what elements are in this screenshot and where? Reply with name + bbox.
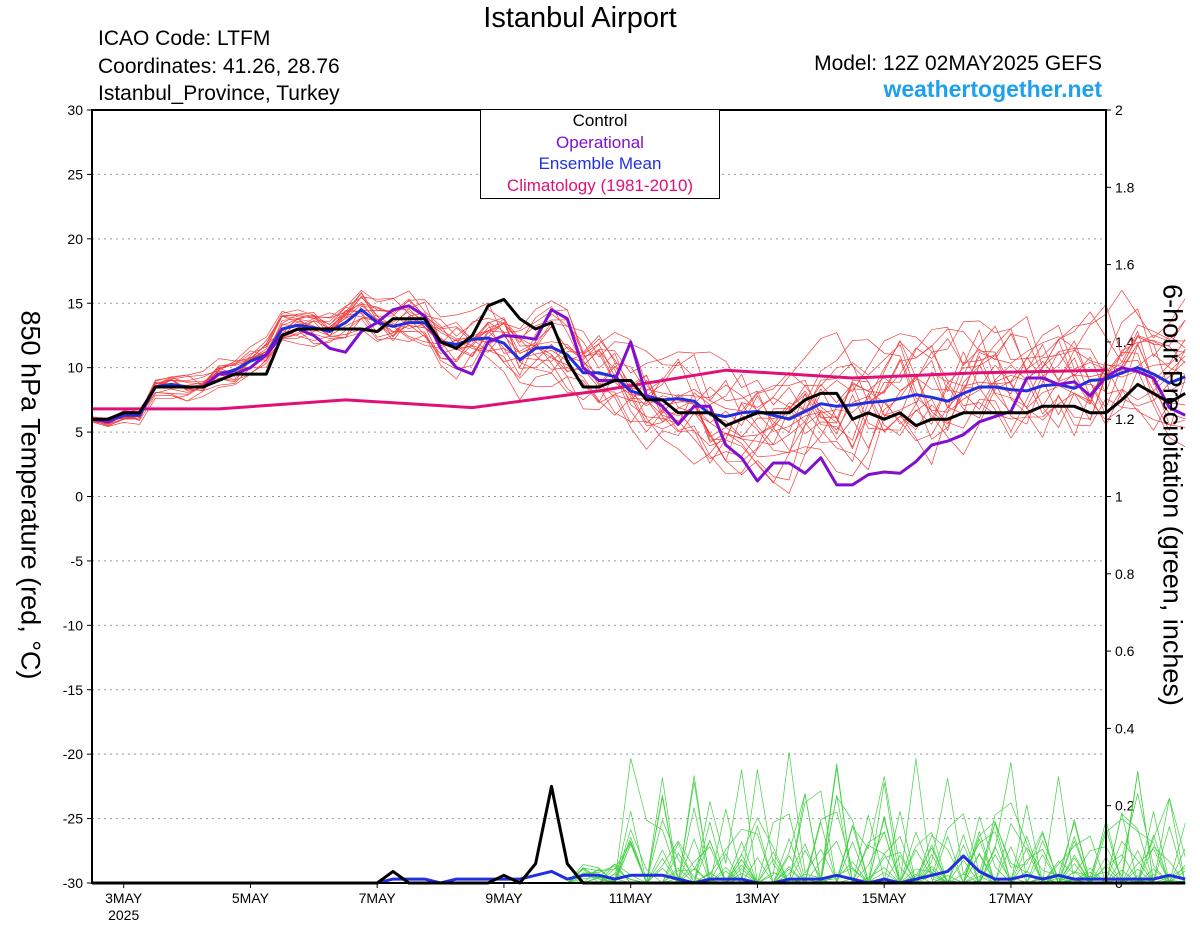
y-left-tick-label: 5: [75, 424, 83, 440]
x-tick-label: 11MAY: [609, 890, 653, 906]
legend-ensemble-mean: Ensemble Mean: [538, 154, 662, 173]
y-right-tick-label: 0.2: [1115, 798, 1135, 814]
legend: Control Operational Ensemble Mean Climat…: [480, 109, 720, 199]
ensemble-precip-line: [92, 769, 1186, 884]
ensemble-precip-line: [92, 767, 1186, 884]
ensemble-temp-line: [91, 292, 1186, 475]
ensemble-temp-line: [91, 304, 1186, 458]
y-left-tick-label: 20: [67, 231, 83, 247]
legend-operational: Operational: [556, 132, 644, 152]
ensemble-temp-line: [91, 292, 1186, 433]
legend-control: Control: [572, 111, 628, 130]
x-tick-label: 15MAY: [862, 890, 908, 906]
y-left-tick-label: 25: [67, 166, 83, 182]
y-left-tick-label: -10: [63, 617, 83, 633]
ensemble-temp-line: [91, 310, 1186, 455]
x-tick-label: 5MAY: [232, 890, 270, 906]
temp-mean-line: [91, 308, 1186, 424]
site-link[interactable]: weathertogether.net: [883, 76, 1102, 102]
model-run: Model: 12Z 02MAY2025 GEFS: [814, 52, 1102, 75]
location: Istanbul_Province, Turkey: [98, 82, 340, 105]
y-right-tick-label: 1.6: [1115, 257, 1135, 273]
x-tick-label: 7MAY: [359, 890, 397, 906]
y-right-tick-label: 1.2: [1115, 411, 1135, 427]
climatology-line: [92, 368, 1107, 411]
y-axis-left-label: 850 hPa Temperature (red, °C): [15, 310, 46, 680]
y-left-tick-label: 15: [67, 295, 83, 311]
y-right-tick-label: 0.4: [1115, 720, 1135, 736]
x-tick-label: 9MAY: [485, 890, 523, 906]
y-left-tick-label: -20: [63, 746, 83, 762]
legend-climatology: Climatology (1981-2010): [506, 175, 694, 195]
y-left-tick-label: 0: [75, 489, 83, 505]
y-left-tick-label: 10: [67, 360, 83, 376]
ensemble-temp-line: [91, 298, 1186, 446]
y-left-tick-label: -15: [63, 682, 83, 698]
y-right-tick-label: 1.8: [1115, 179, 1135, 195]
y-left-tick-label: 30: [67, 102, 83, 118]
plot-frame: [91, 109, 1107, 884]
ensemble-temp-line: [91, 301, 1186, 438]
y-right-tick-label: 2: [1115, 102, 1123, 118]
y-axis-right-label: 6-hour Precipitation (green, inches): [1157, 284, 1188, 706]
y-left-tick-label: -30: [63, 875, 83, 891]
temp-control-line: [92, 297, 1186, 428]
y-left-tick-label: -5: [71, 553, 84, 569]
y-right-tick-label: 0.8: [1115, 566, 1135, 582]
y-left-tick-label: -25: [63, 811, 83, 827]
coordinates: Coordinates: 41.26, 28.76: [98, 55, 340, 78]
chart-title: Istanbul Airport: [483, 2, 677, 34]
icao-code: ICAO Code: LTFM: [98, 27, 271, 50]
y-right-tick-label: 0.6: [1115, 643, 1135, 659]
x-tick-sublabel: 2025: [108, 907, 139, 923]
x-tick-label: 3MAY: [105, 890, 143, 906]
y-right-tick-label: 1: [1115, 489, 1123, 505]
ensemble-temp-line: [91, 312, 1186, 459]
x-tick-label: 13MAY: [735, 890, 781, 906]
ensemble-precip-line: [92, 769, 1186, 884]
x-tick-label: 17MAY: [989, 890, 1035, 906]
